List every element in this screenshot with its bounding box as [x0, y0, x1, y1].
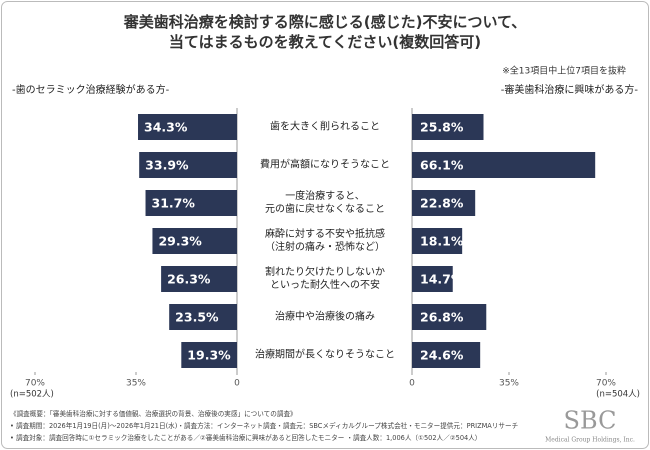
bar [412, 190, 476, 216]
bar [145, 190, 237, 216]
logo-sub: Medical Group Holdings, Inc. [545, 437, 635, 444]
sample-size: (n=504人) [596, 390, 640, 400]
value-label: 22.8% [420, 196, 464, 211]
footnote: • 調査対象：調査回答時に①セラミック治療をしたことがある／②審美歯科治療に興味… [10, 434, 482, 442]
category-label: 治療期間が長くなりそうなこと [255, 349, 395, 361]
value-label: 14.7% [420, 272, 464, 287]
value-label: 25.8% [420, 120, 464, 135]
bar [161, 266, 237, 292]
note: ※全13項目中上位7項目を抜粋 [502, 65, 626, 77]
bar [412, 342, 481, 368]
value-label: 26.8% [420, 310, 464, 325]
footnote: • 調査期間：2026年1月19日(月)〜2026年1月21日(水)・調査方法：… [10, 422, 519, 430]
value-label: 34.3% [144, 120, 188, 135]
footnote: 《調査概要：「審美歯科治療に対する価値観、治療選択の背景、治療後の実感」について… [10, 410, 297, 418]
bar [412, 266, 453, 292]
value-label: 31.7% [152, 196, 196, 211]
bar [412, 152, 596, 178]
bar [139, 152, 237, 178]
x-tick-label: 70% [25, 379, 45, 389]
value-label: 29.3% [158, 234, 202, 249]
x-tick-label: 0 [234, 379, 240, 389]
category-label: 一度治療すると、 元の歯に戻せなくなること [265, 191, 385, 215]
category-label: 割れたり欠けたりしないか といった耐久性への不安 [265, 267, 385, 291]
value-label: 23.5% [175, 310, 219, 325]
x-tick-label: 35% [499, 379, 519, 389]
legend-label: -審美歯科治療に興味がある方- [501, 83, 639, 96]
chart-title: 審美歯科治療を検討する際に感じる(感じた)不安について、 当てはまるものを教えて… [123, 13, 527, 51]
bar [181, 342, 237, 368]
category-label: 歯を大きく削られること [270, 121, 380, 133]
x-tick-label: 35% [126, 379, 146, 389]
category-label: 麻酔に対する不安や抵抗感 （注射の痛み・恐怖など） [265, 229, 385, 253]
x-tick-label: 0 [409, 379, 415, 389]
logo: SBC [564, 407, 617, 435]
legend-label: -歯のセラミック治療経験がある方- [12, 83, 170, 96]
bar [412, 114, 484, 140]
bar [169, 304, 237, 330]
value-label: 24.6% [420, 348, 464, 363]
value-label: 33.9% [145, 158, 189, 173]
bar [152, 228, 237, 254]
bar [138, 114, 237, 140]
x-tick-label: 70% [596, 379, 616, 389]
bar [412, 304, 487, 330]
category-label: 治療中や治療後の痛み [275, 311, 375, 323]
bar [412, 228, 463, 254]
value-label: 19.3% [187, 348, 231, 363]
sample-size: (n=502人) [10, 390, 54, 400]
category-label: 費用が高額になりそうなこと [260, 159, 390, 171]
value-label: 66.1% [420, 158, 464, 173]
value-label: 26.3% [167, 272, 211, 287]
value-label: 18.1% [420, 234, 464, 249]
